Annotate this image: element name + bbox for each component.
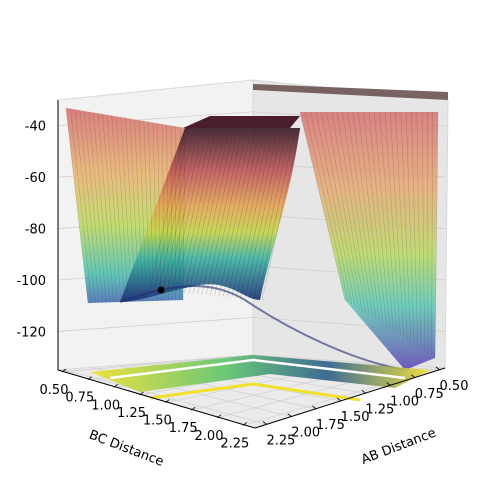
surface-right-wing	[300, 112, 438, 370]
bc-tick-label: 1.50	[143, 414, 172, 429]
bc-tick-label: 2.25	[220, 436, 249, 451]
surface-mesh	[65, 107, 439, 359]
bc-tick-label: 1.25	[117, 406, 146, 421]
energy-surface	[65, 84, 448, 371]
surface-plateau	[183, 116, 300, 128]
bc-tick-label: 0.50	[40, 383, 69, 398]
ab-axis-ticks: 0.500.751.001.251.501.752.002.25	[262, 366, 469, 448]
z-axis-ticks: -40 -60 -80 -100 -120	[16, 120, 46, 341]
bc-tick-label: 1.75	[169, 421, 198, 436]
ab-axis-title: AB Distance	[359, 426, 438, 468]
ab-tick-label: 0.75	[415, 387, 444, 402]
ab-tick-label: 0.50	[440, 379, 469, 394]
bc-tick-label: 1.00	[91, 398, 120, 413]
z-tick-label: -60	[25, 171, 46, 186]
bc-axis-title: BC Distance	[87, 428, 166, 470]
z-tick-label: -100	[16, 274, 46, 289]
axis-edges	[57, 100, 446, 429]
z-tick-label: -120	[16, 325, 46, 340]
ab-tick-label: 1.00	[390, 395, 419, 410]
ab-tick-label: 1.25	[365, 402, 394, 417]
bc-tick-label: 0.75	[65, 391, 94, 406]
floor-contours	[90, 355, 430, 402]
bc-axis-ticks: 0.500.751.001.251.501.752.002.25	[40, 368, 249, 451]
bc-tick-label: 2.00	[195, 429, 224, 444]
z-tick-label: -80	[25, 223, 46, 238]
ab-tick-label: 1.75	[316, 418, 345, 433]
z-tick-label: -40	[25, 120, 46, 135]
ab-tick-label: 2.00	[291, 426, 320, 441]
ab-tick-label: 1.50	[341, 410, 370, 425]
minimum-marker	[157, 286, 165, 294]
ab-tick-label: 2.25	[266, 433, 295, 448]
surface-back-lip	[253, 84, 448, 100]
